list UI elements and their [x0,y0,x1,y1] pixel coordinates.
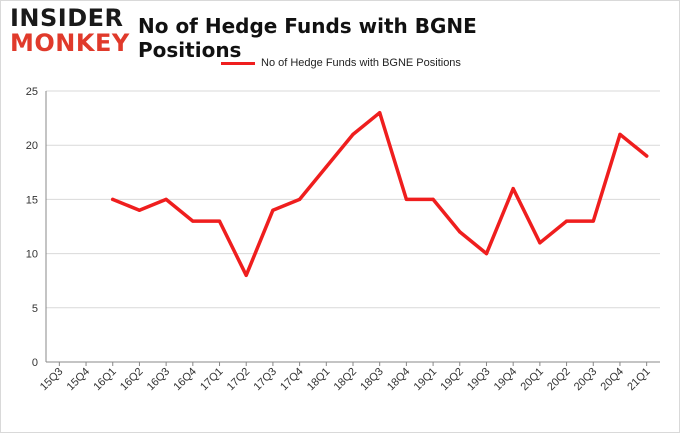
legend-swatch [221,61,255,65]
x-tick-label: 18Q3 [358,366,386,394]
x-tick-label: 18Q1 [305,366,333,394]
data-point [217,219,222,223]
data-point [244,273,248,277]
y-tick-label: 0 [32,357,38,369]
logo-text-bottom: MONKEY [10,29,130,57]
x-tick-label: 15Q4 [65,366,93,394]
data-point [458,230,462,234]
y-tick-label: 15 [26,194,38,206]
data-point [271,208,275,212]
data-point [111,197,115,201]
chart-legend: No of Hedge Funds with BGNE Positions [221,55,461,71]
legend-label: No of Hedge Funds with BGNE Positions [261,57,461,69]
data-point [564,219,569,223]
data-point [431,197,435,201]
series-line [110,110,649,278]
data-point [645,154,649,158]
x-tick-label: 20Q2 [545,366,573,394]
x-tick-label: 17Q2 [225,366,253,394]
data-point [484,252,489,256]
x-tick-label: 20Q4 [599,366,627,394]
x-tick-label: 18Q4 [385,366,413,394]
data-point [137,208,142,212]
data-point [298,197,302,201]
x-tick-label: 17Q4 [278,366,306,394]
data-point [324,165,328,169]
x-tick-label: 19Q3 [465,366,493,394]
x-tick-label: 16Q1 [91,366,119,394]
insider-monkey-logo: INSIDER MONKEY [10,4,130,57]
y-tick-label: 5 [32,303,38,315]
data-point [404,197,408,201]
x-tick-label: 19Q1 [412,366,440,394]
data-point [378,111,382,115]
x-tick-label: 17Q1 [198,366,226,394]
data-point [618,132,622,136]
chart-title: No of Hedge Funds with BGNE Positions [138,14,477,62]
x-tick-label: 18Q2 [332,366,360,394]
x-tick-label: 21Q1 [625,366,653,394]
data-point [351,132,355,136]
data-point [591,219,595,223]
x-tick-label: 20Q1 [518,366,546,394]
x-tick-label: 16Q2 [118,366,146,394]
x-tick-label: 16Q3 [145,366,173,394]
y-tick-label: 25 [26,86,38,98]
x-tick-label: 20Q3 [572,366,600,394]
x-tick-label: 19Q2 [438,366,466,394]
x-tick-label: 15Q3 [38,366,66,394]
y-tick-label: 20 [26,140,38,152]
x-tick-label: 17Q3 [252,366,280,394]
x-tick-label: 16Q4 [171,366,199,394]
data-point [191,219,195,223]
data-point [538,241,542,245]
x-tick-label: 19Q4 [492,366,520,394]
data-point [164,197,168,201]
logo-text-top: INSIDER [10,4,124,32]
data-point [511,186,515,191]
y-tick-label: 10 [26,249,38,261]
